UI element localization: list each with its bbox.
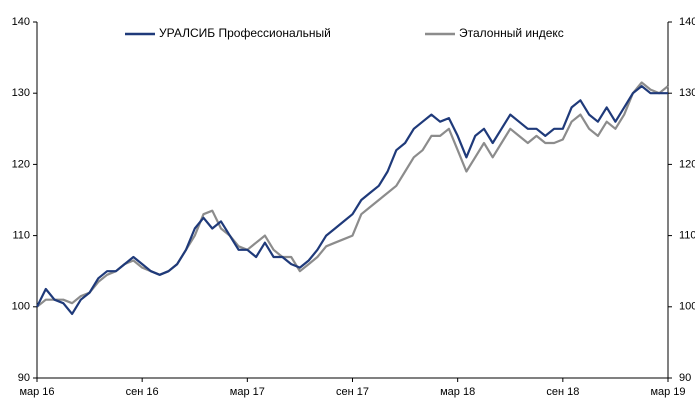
legend-label: УРАЛСИБ Профессиональный — [159, 26, 331, 40]
y2-tick-label: 130 — [679, 87, 695, 99]
series-line — [36, 81, 669, 308]
y-tick-label: 120 — [12, 158, 30, 170]
y2-tick-label: 120 — [679, 158, 695, 170]
x-tick-label: сен 16 — [126, 386, 159, 398]
y-tick-label: 130 — [12, 87, 30, 99]
y2-tick-label: 100 — [679, 301, 695, 313]
y-tick-label: 90 — [18, 372, 30, 384]
x-tick-label: мар 19 — [650, 386, 685, 398]
y-tick-label: 110 — [12, 230, 30, 242]
x-tick-label: мар 16 — [19, 386, 54, 398]
y2-tick-label: 90 — [679, 372, 691, 384]
y-tick-label: 100 — [12, 301, 30, 313]
y2-tick-label: 140 — [679, 16, 695, 28]
legend-label: Эталонный индекс — [459, 26, 564, 40]
x-tick-label: сен 18 — [546, 386, 579, 398]
y-tick-label: 140 — [12, 16, 30, 28]
x-tick-label: сен 17 — [336, 386, 369, 398]
y2-tick-label: 110 — [679, 230, 695, 242]
series-line — [36, 85, 668, 315]
x-tick-label: мар 17 — [230, 386, 265, 398]
x-tick-label: мар 18 — [440, 386, 475, 398]
